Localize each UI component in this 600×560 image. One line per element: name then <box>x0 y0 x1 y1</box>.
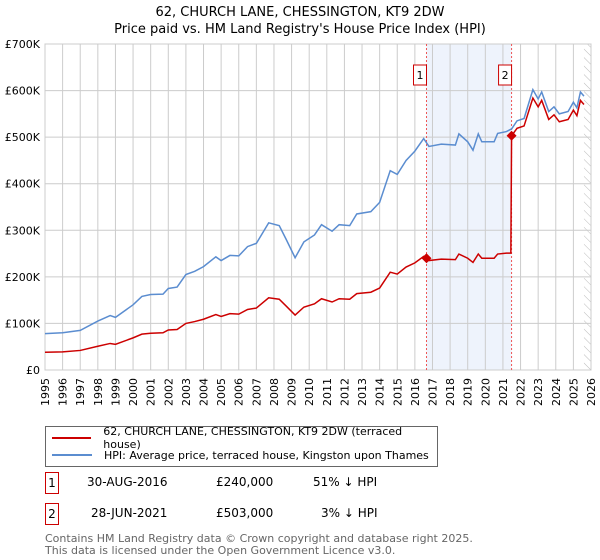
legend-label: HPI: Average price, terraced house, King… <box>104 448 429 462</box>
y-tick-label: £300K <box>5 224 41 237</box>
x-tick-label: 2022 <box>515 378 528 406</box>
chart-title: 62, CHURCH LANE, CHESSINGTON, KT9 2DW Pr… <box>0 4 600 38</box>
x-tick-label: 2004 <box>198 378 211 406</box>
sale-label: 1 <box>416 69 423 82</box>
x-tick-label: 2008 <box>268 378 281 406</box>
x-tick-label: 2001 <box>145 378 158 406</box>
x-tick-label: 2024 <box>550 378 563 406</box>
sale-price: £240,000 <box>216 475 274 489</box>
x-tick-label: 2000 <box>127 378 140 406</box>
sale-hpi-diff: 51% ↓ HPI <box>313 475 378 489</box>
sale-point <box>421 253 432 264</box>
sale-date: 28-JUN-2021 <box>91 506 168 520</box>
legend-item-hpi: HPI: Average price, terraced house, King… <box>52 447 429 463</box>
sale-hpi-diff: 3% ↓ HPI <box>321 506 378 520</box>
x-tick-label: 2016 <box>409 378 422 406</box>
x-tick-label: 1995 <box>39 378 52 406</box>
legend-swatch-red <box>52 437 92 439</box>
x-tick-label: 2010 <box>303 378 316 406</box>
x-tick-label: 2002 <box>162 378 175 406</box>
sale-point <box>506 130 517 141</box>
legend-label: 62, CHURCH LANE, CHESSINGTON, KT9 2DW (t… <box>103 425 403 451</box>
forecast-hatch <box>583 44 591 370</box>
y-tick-label: £600K <box>5 85 41 98</box>
x-tick-label: 2011 <box>321 378 334 406</box>
x-tick-label: 2007 <box>250 378 263 406</box>
footer-line: This data is licensed under the Open Gov… <box>45 544 396 557</box>
legend-item-property: 62, CHURCH LANE, CHESSINGTON, KT9 2DW (t… <box>52 425 437 451</box>
legend: 62, CHURCH LANE, CHESSINGTON, KT9 2DW (t… <box>45 425 438 467</box>
shaded-period <box>426 44 512 370</box>
sale-marker-badge: 1 <box>45 472 59 494</box>
x-tick-label: 2020 <box>479 378 492 406</box>
sale-marker-badge: 2 <box>45 503 59 525</box>
x-tick-label: 2003 <box>180 378 193 406</box>
x-tick-label: 2015 <box>391 378 404 406</box>
series-line-property <box>44 96 585 354</box>
y-tick-label: £500K <box>5 131 41 144</box>
legend-swatch-blue <box>52 454 92 456</box>
y-tick-label: £400K <box>5 178 41 191</box>
sale-date: 30-AUG-2016 <box>87 475 168 489</box>
sale-label-box <box>498 64 513 86</box>
x-tick-label: 2009 <box>286 378 299 406</box>
x-tick-label: 2018 <box>444 378 457 406</box>
sale-price: £503,000 <box>216 506 274 520</box>
x-tick-label: 2019 <box>462 378 475 406</box>
x-tick-label: 2013 <box>356 378 369 406</box>
y-tick-label: £200K <box>5 271 41 284</box>
plot-frame <box>44 43 592 371</box>
sale-label-box <box>412 64 427 86</box>
y-tick-label: £0 <box>26 364 40 377</box>
x-tick-label: 2021 <box>497 378 510 406</box>
x-tick-label: 1997 <box>74 378 87 406</box>
chart: 1995 1996 1997 1998 1999 2000 2001 2002 2003 2004… <box>5 38 598 406</box>
title: 62, CHURCH LANE, CHESSINGTON, KT9 2DW <box>155 5 445 20</box>
series-line-hpi <box>44 87 585 335</box>
x-tick-label: 2012 <box>338 378 351 406</box>
x-tick-label: 2026 <box>585 378 598 406</box>
x-tick-label: 2005 <box>215 378 228 406</box>
sale-label: 2 <box>502 69 509 82</box>
subtitle: Price paid vs. HM Land Registry's House … <box>114 22 486 37</box>
x-tick-label: 1999 <box>109 378 122 406</box>
footer: Contains HM Land Registry data © Crown c… <box>45 533 473 557</box>
x-tick-label: 2017 <box>426 378 439 406</box>
x-tick-label: 2014 <box>374 378 387 406</box>
x-tick-label: 2025 <box>567 378 580 406</box>
x-tick-label: 2006 <box>233 378 246 406</box>
x-tick-label: 1998 <box>92 378 105 406</box>
y-tick-label: £700K <box>5 38 41 51</box>
x-tick-label: 2023 <box>532 378 545 406</box>
footer-line: Contains HM Land Registry data © Crown c… <box>45 532 473 545</box>
y-tick-label: £100K <box>5 317 41 330</box>
x-tick-label: 1996 <box>57 378 70 406</box>
